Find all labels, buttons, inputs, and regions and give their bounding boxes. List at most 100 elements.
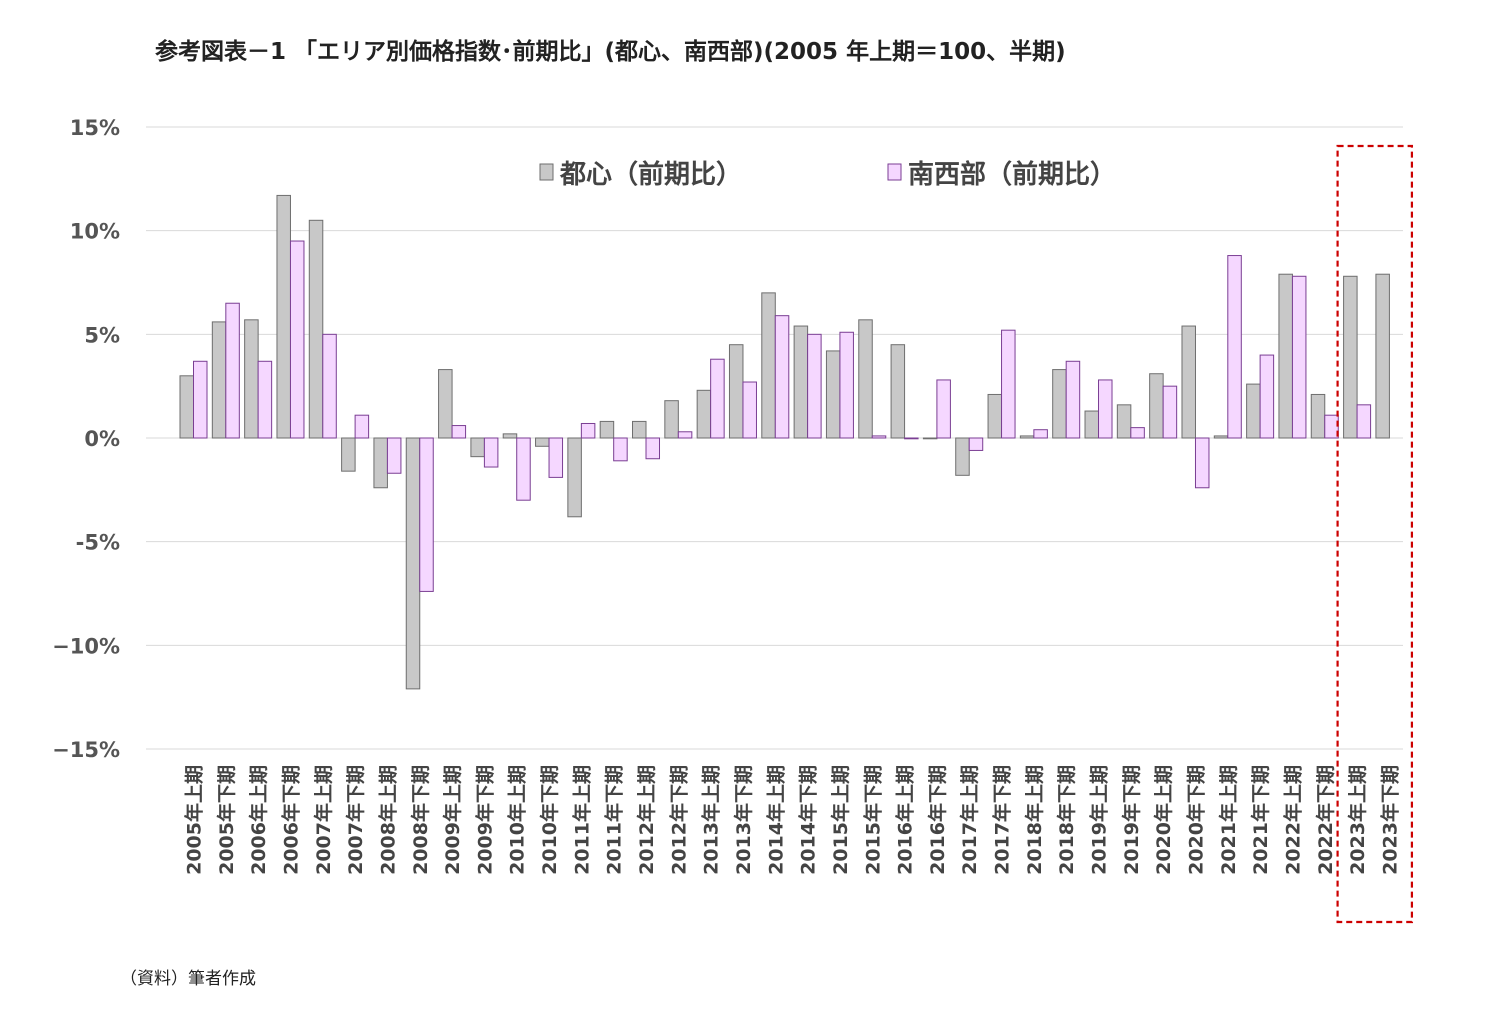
x-axis-categories: 2005年上期 2005年下期 2006年上期 2006年下期 2007年上期 2007年…: [183, 765, 1402, 875]
bar-series-2: [807, 333, 822, 439]
x-tick-label: 2020年上期: [1152, 765, 1175, 875]
x-tick-label: 2011年下期: [603, 765, 626, 875]
bar-series-2: [322, 333, 337, 439]
bar-series-2: [871, 435, 887, 439]
bar-series-1: [567, 437, 582, 518]
bar-series-2: [1259, 354, 1275, 439]
bar-series-1: [341, 437, 356, 472]
x-tick-label: 2019年下期: [1120, 765, 1143, 875]
bar-series-1: [1116, 404, 1132, 439]
y-axis-ticks: 15% 10% 5% 0% -5% −10% −15%: [52, 116, 120, 762]
bar-series-1: [858, 319, 873, 439]
bar-series-2: [193, 360, 208, 439]
bar-series-1: [1052, 369, 1067, 439]
x-tick-label: 2021年上期: [1217, 765, 1240, 875]
bar-series-2: [225, 302, 240, 439]
bar-series-2: [1227, 255, 1242, 439]
bar-series-1: [535, 437, 550, 447]
bar-series-2: [516, 437, 531, 501]
bar-series-1: [664, 400, 679, 439]
x-tick-label: 2010年上期: [506, 765, 529, 875]
bar-series-2: [1291, 275, 1307, 439]
x-tick-label: 2023年下期: [1378, 765, 1401, 875]
bar-series-1: [1246, 383, 1261, 439]
bar-series-2: [483, 437, 499, 468]
x-tick-label: 2005年下期: [215, 765, 238, 875]
bar-series-2: [1356, 404, 1372, 439]
bar-series-2: [419, 437, 434, 592]
bar-series-2: [645, 437, 661, 460]
x-tick-label: 2012年上期: [635, 765, 658, 875]
y-tick-label: 5%: [84, 323, 120, 347]
legend-swatch: [539, 163, 554, 181]
x-tick-label: 2018年上期: [1023, 765, 1046, 875]
bar-series-1: [308, 219, 324, 439]
x-tick-label: 2006年上期: [247, 765, 270, 875]
bar-series-2: [774, 315, 790, 439]
y-tick-label: -5%: [76, 531, 120, 555]
bar-series-2: [386, 437, 402, 474]
bar-series-1: [696, 389, 712, 439]
bar-series-2: [968, 437, 984, 451]
bars: [179, 194, 1390, 690]
bar-series-1: [211, 321, 227, 439]
x-tick-label: 2016年下期: [926, 765, 949, 875]
x-tick-label: 2009年下期: [473, 765, 496, 875]
bar-series-2: [613, 437, 628, 462]
bar-series-1: [276, 194, 291, 439]
bar-series-2: [1033, 429, 1048, 439]
x-tick-label: 2022年下期: [1314, 765, 1337, 875]
bar-series-1: [179, 375, 194, 439]
bar-series-1: [244, 319, 259, 439]
x-tick-label: 2017年下期: [991, 765, 1014, 875]
bar-series-1: [470, 437, 485, 458]
bar-series-1: [761, 292, 776, 439]
y-tick-label: −15%: [52, 738, 120, 762]
y-tick-label: 15%: [70, 116, 120, 140]
legend-swatch: [887, 163, 902, 181]
bar-series-1: [405, 437, 421, 690]
bar-series-1: [1213, 435, 1229, 439]
bar-series-1: [987, 393, 1003, 439]
x-tick-label: 2008年上期: [376, 765, 399, 875]
x-tick-label: 2018年下期: [1055, 765, 1078, 875]
x-tick-label: 2020年下期: [1184, 765, 1207, 875]
bar-series-1: [825, 350, 841, 439]
bar-series-2: [451, 425, 467, 439]
x-tick-label: 2017年上期: [958, 765, 981, 875]
bar-series-2: [742, 381, 757, 439]
bar-series-2: [580, 422, 596, 439]
x-tick-label: 2013年下期: [732, 765, 755, 875]
bar-series-1: [502, 433, 518, 439]
x-tick-label: 2008年下期: [409, 765, 432, 875]
bar-series-2: [1001, 329, 1016, 439]
bar-series-1: [1375, 273, 1390, 439]
legend-label: 南西部（前期比）: [908, 159, 1116, 190]
bar-series-1: [632, 420, 647, 439]
bar-series-1: [373, 437, 388, 489]
x-tick-label: 2005年上期: [183, 765, 206, 875]
bar-series-2: [710, 358, 725, 439]
bar-series-2: [354, 414, 370, 439]
bar-series-2: [257, 360, 273, 439]
x-tick-label: 2019年上期: [1088, 765, 1111, 875]
x-tick-label: 2023年上期: [1346, 765, 1369, 875]
x-tick-label: 2013年上期: [700, 765, 723, 875]
legend: 都心（前期比） 南西部（前期比）: [539, 159, 1116, 190]
x-tick-label: 2012年下期: [667, 765, 690, 875]
bar-series-2: [904, 437, 919, 440]
bar-series-1: [1019, 435, 1035, 439]
bar-series-1: [955, 437, 970, 476]
bar-series-2: [289, 240, 305, 439]
bar-series-1: [1278, 273, 1293, 439]
x-tick-label: 2016年上期: [894, 765, 917, 875]
bar-series-1: [890, 344, 906, 439]
bar-series-2: [1324, 414, 1339, 439]
bar-series-1: [922, 437, 938, 440]
x-tick-label: 2014年下期: [797, 765, 820, 875]
x-tick-label: 2015年下期: [861, 765, 884, 875]
y-tick-label: −10%: [52, 634, 120, 658]
x-tick-label: 2007年上期: [312, 765, 335, 875]
bar-series-1: [599, 420, 615, 439]
